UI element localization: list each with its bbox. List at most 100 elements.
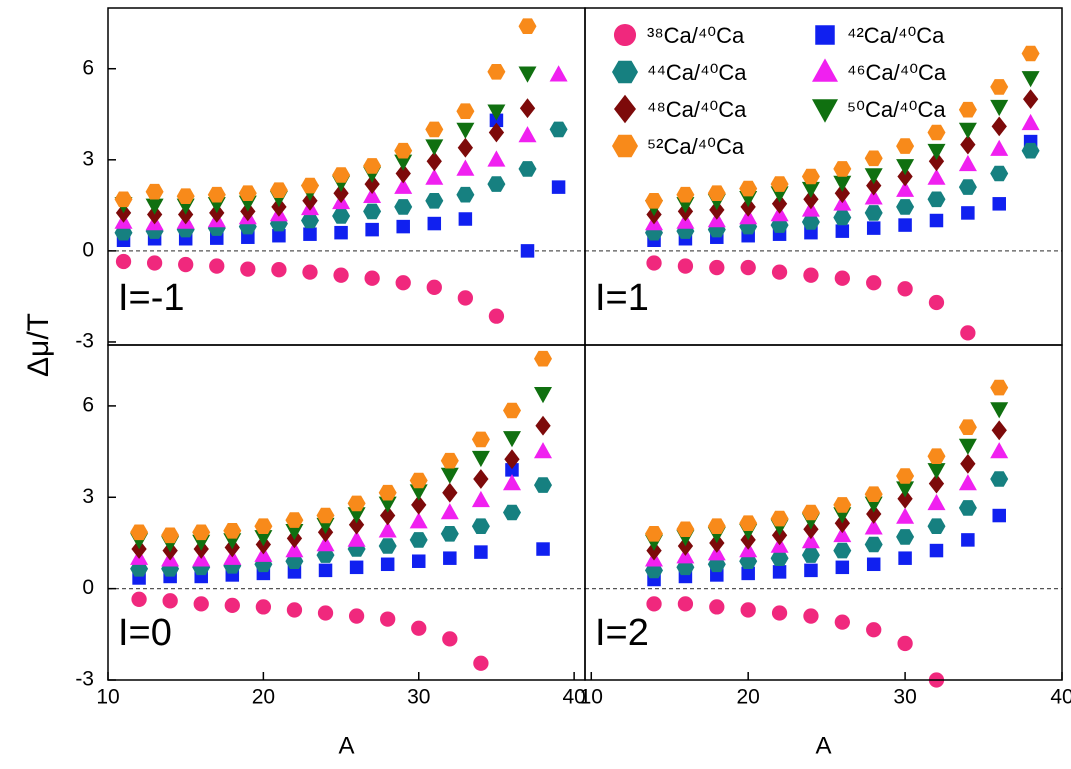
data-point (927, 463, 946, 480)
data-point (145, 183, 164, 200)
data-point (316, 507, 335, 524)
data-point (518, 126, 537, 143)
data-point (960, 325, 976, 341)
data-point (991, 420, 1007, 441)
data-point (442, 631, 458, 647)
data-point (866, 275, 882, 291)
data-point (333, 183, 349, 204)
data-point (896, 180, 915, 197)
data-point (833, 525, 852, 543)
legend-label: ⁴⁶Ca/⁴⁰Ca (847, 60, 947, 85)
data-point (131, 591, 147, 607)
data-point (394, 177, 413, 194)
data-point (958, 101, 977, 118)
data-point (927, 143, 946, 161)
data-point (209, 258, 225, 274)
data-point (176, 188, 195, 204)
data-point (771, 193, 788, 214)
data-point (285, 541, 304, 558)
data-point (115, 253, 132, 270)
legend-marker (612, 60, 638, 84)
data-point (549, 65, 568, 82)
data-point (866, 175, 882, 196)
data-point (380, 505, 396, 526)
data-point (145, 198, 164, 215)
data-point (192, 524, 211, 541)
data-point (409, 472, 428, 489)
data-point (487, 176, 506, 192)
data-point (443, 551, 457, 565)
data-point (927, 191, 946, 208)
data-point (347, 530, 366, 547)
data-point (534, 477, 552, 493)
data-point (240, 261, 256, 277)
data-point (334, 225, 348, 240)
data-point (365, 222, 379, 237)
data-point (990, 442, 1009, 459)
data-point (380, 557, 395, 572)
data-point (302, 264, 318, 280)
data-point (835, 560, 850, 575)
data-point (146, 255, 163, 271)
data-point (896, 159, 915, 176)
data-point (551, 180, 566, 194)
data-point (269, 182, 288, 198)
legend-marker (614, 94, 636, 124)
data-point (928, 294, 945, 311)
legend-marker (612, 134, 638, 158)
data-point (162, 593, 178, 609)
x-tick-label: 40 (562, 686, 585, 709)
data-point (958, 419, 977, 435)
data-point (333, 267, 349, 283)
data-point (927, 493, 946, 511)
legend-label: ⁵⁰Ca/⁴⁰Ca (847, 97, 946, 122)
data-point (223, 523, 242, 539)
data-point (364, 270, 380, 286)
data-point (676, 186, 695, 203)
data-point (316, 535, 335, 552)
data-point (833, 161, 852, 177)
data-point (803, 608, 819, 624)
data-point (363, 203, 382, 220)
data-point (772, 565, 787, 579)
legend-marker (812, 99, 838, 123)
data-point (709, 599, 725, 615)
data-point (833, 497, 852, 513)
data-point (535, 415, 551, 436)
data-point (534, 442, 552, 459)
data-point (471, 518, 490, 534)
data-point (646, 255, 662, 271)
data-point (425, 193, 444, 209)
data-point (426, 151, 442, 172)
data-point (285, 512, 304, 528)
data-point (285, 553, 304, 569)
data-point (458, 212, 473, 226)
x-tick-label: 40 (1050, 686, 1071, 709)
data-point (990, 79, 1009, 95)
data-point (927, 168, 946, 185)
x-axis-label: A (338, 732, 354, 759)
data-point (518, 161, 537, 177)
data-point (549, 121, 568, 138)
data-point (440, 467, 459, 484)
x-tick-label: 20 (252, 686, 275, 709)
data-point (864, 150, 883, 167)
data-point (739, 515, 758, 531)
data-point (801, 547, 820, 563)
data-point (645, 193, 663, 209)
y-tick-label: 3 (82, 147, 94, 170)
data-point (1021, 113, 1040, 131)
data-point (958, 122, 977, 139)
data-point (534, 350, 552, 367)
panel-label: I=2 (595, 612, 649, 654)
data-point (927, 124, 946, 141)
data-point (833, 175, 852, 192)
data-point (801, 504, 820, 521)
data-point (929, 213, 944, 228)
data-point (471, 431, 490, 448)
x-axis-label: A (815, 732, 831, 759)
data-point (896, 468, 915, 484)
data-point (425, 139, 444, 156)
legend-label: ⁴⁸Ca/⁴⁰Ca (647, 97, 747, 122)
data-point (487, 64, 506, 80)
